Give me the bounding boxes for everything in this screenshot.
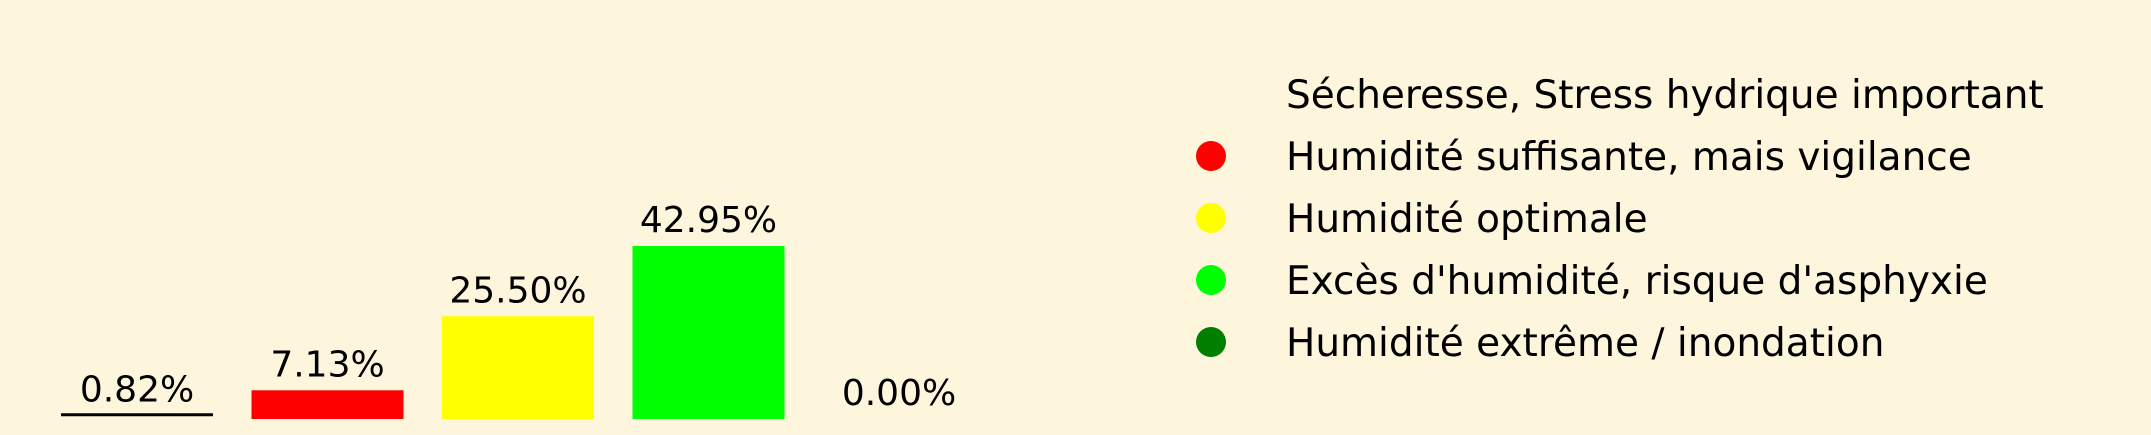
legend-label-5: Humidité extrême / inondation (1286, 321, 1884, 366)
data-label-5: 0.00% (842, 373, 956, 414)
legend-marker-2 (1196, 141, 1226, 171)
data-label-2: 7.13% (270, 344, 384, 385)
data-label-1: 0.82% (80, 370, 194, 411)
legend-label-3: Humidité optimale (1286, 197, 1648, 242)
data-label-4: 42.95% (640, 200, 777, 241)
legend-marker-5 (1196, 327, 1226, 357)
legend-marker-3 (1196, 203, 1226, 233)
plot-area: 0.82% 7.13% 25.50% 42.95% 0.00% (61, 200, 956, 419)
legend-label-4: Excès d'humidité, risque d'asphyxie (1286, 259, 1988, 304)
bar-1 (61, 415, 213, 419)
bar-2 (251, 390, 404, 419)
legend: Sécheresse, Stress hydrique important Hum… (1196, 73, 2044, 366)
bar-4 (632, 246, 785, 419)
legend-label-2: Humidité suffisante, mais vigilance (1286, 135, 1972, 180)
data-label-3: 25.50% (449, 270, 586, 311)
legend-marker-1 (1196, 79, 1226, 109)
legend-marker-4 (1196, 265, 1226, 295)
legend-label-1: Sécheresse, Stress hydrique important (1286, 73, 2044, 118)
bar-3 (442, 316, 594, 419)
